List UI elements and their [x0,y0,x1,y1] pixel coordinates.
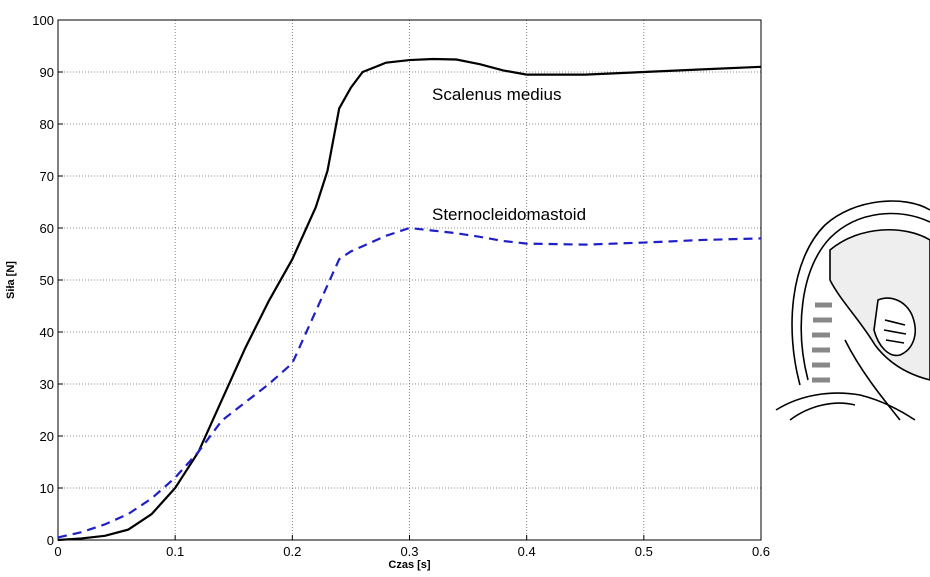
plot-frame [57,19,762,541]
y-tick-label: 10 [40,481,54,496]
x-tick-label: 0.2 [283,544,301,559]
series-line [57,226,762,539]
y-tick-label: 90 [40,65,54,80]
x-tick-label: 0.5 [635,544,653,559]
y-axis-label: Siła [N] [5,261,17,299]
y-tick-label: 20 [40,429,54,444]
y-tick-label: 30 [40,377,54,392]
series-annotation: Sternocleidomastoid [432,205,586,224]
y-tick-label: 40 [40,325,54,340]
x-tick-label: 0.4 [518,544,536,559]
y-tick-label: 80 [40,117,54,132]
series-annotation: Scalenus medius [432,85,561,104]
y-tick-label: 50 [40,273,54,288]
series-line [57,57,762,542]
x-tick-label: 0.1 [166,544,184,559]
y-tick-label: 60 [40,221,54,236]
y-tick-label: 0 [47,533,54,548]
y-tick-label: 70 [40,169,54,184]
x-axis-label: Czas [s] [388,559,431,571]
y-tick-label: 100 [32,13,54,28]
x-tick-label: 0.6 [752,544,770,559]
head-illustration [775,195,930,421]
x-tick-label: 0 [54,544,61,559]
x-tick-label: 0.3 [400,544,418,559]
